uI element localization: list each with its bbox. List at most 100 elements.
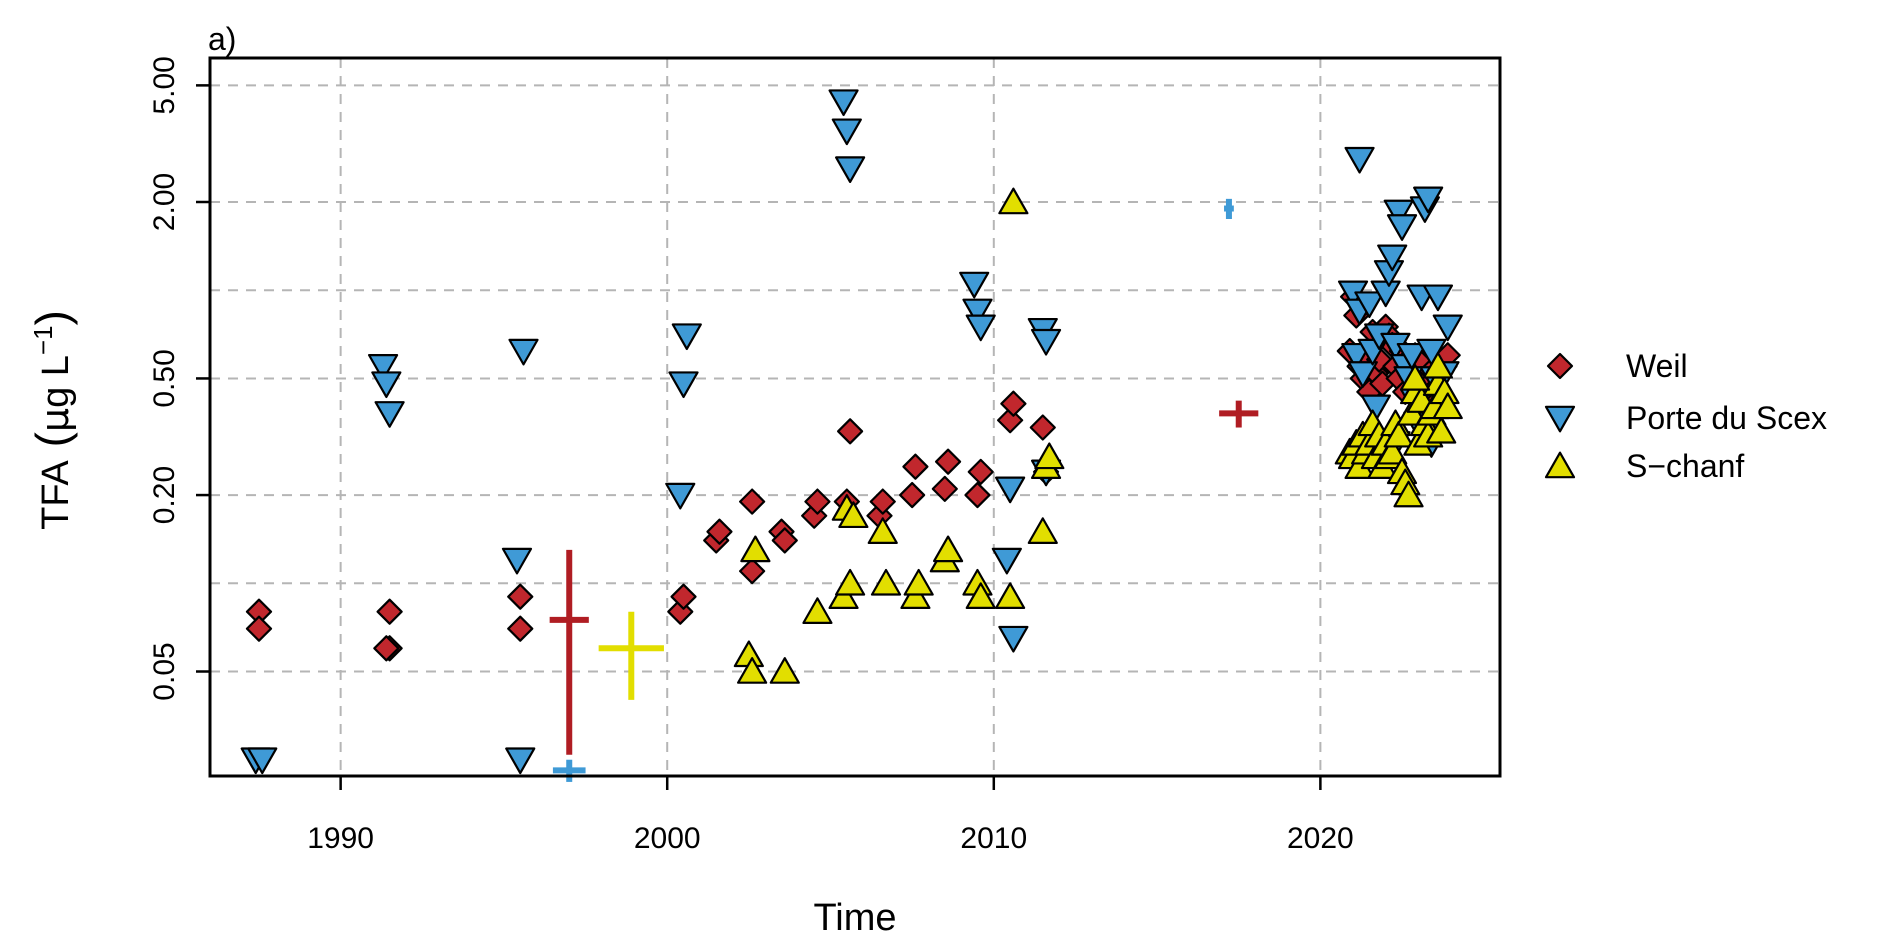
point-porte-du-scex [1354, 291, 1385, 319]
point-porte-du-scex [367, 354, 399, 381]
point-porte-du-scex [247, 747, 278, 775]
point-porte-du-scex [665, 482, 696, 510]
point-porte-du-scex [668, 371, 699, 399]
point-porte-du-scex [1432, 314, 1463, 342]
legend-marker-porte-du-scex [1544, 405, 1576, 433]
point-weil [837, 418, 864, 445]
x-axis: 1990 2000 2010 2020 [307, 776, 1354, 855]
point-s-chanf [867, 517, 898, 544]
point-weil [739, 488, 766, 515]
point-s-chanf [1393, 480, 1424, 508]
point-s-chanf [903, 568, 934, 596]
point-porte-du-scex [962, 298, 993, 326]
legend-marker-s-chanf [1544, 451, 1576, 479]
point-porte-du-scex [1383, 199, 1414, 227]
point-weil [967, 458, 994, 485]
panel-label: a) [208, 21, 236, 57]
point-s-chanf [900, 582, 931, 609]
point-s-chanf [998, 187, 1029, 215]
point-s-chanf [870, 568, 902, 596]
point-porte-du-scex [505, 747, 536, 775]
point-porte-du-scex [374, 401, 405, 428]
point-porte-du-scex [1344, 146, 1375, 174]
point-s-chanf [769, 657, 800, 684]
legend: Weil Porte du Scex S−chanf [1544, 348, 1827, 484]
point-porte-du-scex [965, 314, 996, 342]
point-porte-du-scex [1030, 328, 1062, 356]
point-porte-du-scex [1386, 214, 1418, 241]
point-s-chanf [932, 535, 964, 563]
y-tick-label: 5.00 [148, 56, 181, 114]
point-porte-du-scex [959, 271, 990, 299]
point-weil [964, 481, 991, 509]
legend-marker-weil [1546, 352, 1574, 380]
point-porte-du-scex [828, 89, 859, 117]
point-s-chanf [1422, 351, 1454, 379]
plot-frame [208, 56, 1502, 778]
point-s-chanf [835, 568, 866, 596]
point-weil [507, 615, 534, 642]
point-weil [771, 527, 798, 554]
x-tick-label: 2010 [960, 822, 1027, 855]
point-porte-du-scex [1377, 244, 1408, 272]
y-tick-label: 0.50 [148, 349, 181, 407]
y-tick-label: 0.05 [148, 642, 181, 700]
point-porte-du-scex [991, 547, 1022, 575]
x-tick-label: 2000 [634, 822, 701, 855]
point-weil [934, 448, 962, 475]
x-axis-title: Time [813, 897, 896, 939]
point-s-chanf [802, 597, 833, 624]
point-s-chanf [828, 582, 859, 609]
point-weil [376, 598, 403, 625]
y-axis-title-mu: μ [33, 408, 77, 432]
point-weil [899, 481, 926, 509]
point-s-chanf [995, 582, 1026, 609]
point-weil [997, 407, 1024, 434]
y-tick-label: 0.20 [148, 466, 181, 524]
x-tick-label: 1990 [307, 822, 374, 855]
point-porte-du-scex [371, 371, 402, 399]
point-weil [1029, 414, 1056, 441]
point-porte-du-scex [1413, 186, 1444, 214]
data-points [240, 89, 1463, 775]
point-weil [706, 518, 733, 545]
point-porte-du-scex [671, 323, 702, 351]
point-weil [373, 635, 400, 662]
y-axis-title-exponent: −1 [28, 325, 58, 355]
point-s-chanf [740, 535, 771, 563]
point-weil [739, 558, 766, 585]
point-porte-du-scex [995, 476, 1026, 504]
point-s-chanf [1432, 392, 1463, 420]
point-weil [902, 453, 929, 480]
point-weil [1000, 390, 1027, 417]
point-s-chanf [1399, 364, 1431, 391]
legend-label-s-chanf: S−chanf [1626, 448, 1744, 484]
point-porte-du-scex [508, 338, 539, 366]
legend-label-weil: Weil [1626, 348, 1688, 384]
point-porte-du-scex [831, 118, 862, 146]
y-axis-title-unit: g L [35, 355, 77, 408]
point-s-chanf [1034, 442, 1065, 470]
point-s-chanf [838, 501, 869, 529]
point-weil [869, 488, 896, 515]
point-porte-du-scex [501, 547, 533, 575]
point-weil [507, 583, 534, 610]
point-weil [245, 615, 273, 642]
legend-label-porte-du-scex: Porte du Scex [1626, 400, 1827, 436]
point-porte-du-scex [998, 625, 1029, 653]
point-weil [804, 488, 831, 515]
point-weil [670, 583, 697, 610]
point-porte-du-scex [1347, 361, 1378, 388]
y-axis-title-main: TFA [35, 460, 77, 530]
point-s-chanf [1426, 416, 1457, 444]
y-axis-title: TFA (μg L−1) [26, 310, 78, 530]
point-porte-du-scex [835, 156, 866, 184]
y-axis: 0.05 0.20 0.50 2.00 5.00 [148, 56, 210, 701]
point-porte-du-scex [1360, 394, 1391, 422]
point-s-chanf [737, 657, 768, 684]
point-porte-du-scex [1396, 342, 1427, 370]
error-crosses [549, 198, 1259, 782]
point-s-chanf [1383, 420, 1414, 448]
point-weil [667, 598, 694, 625]
